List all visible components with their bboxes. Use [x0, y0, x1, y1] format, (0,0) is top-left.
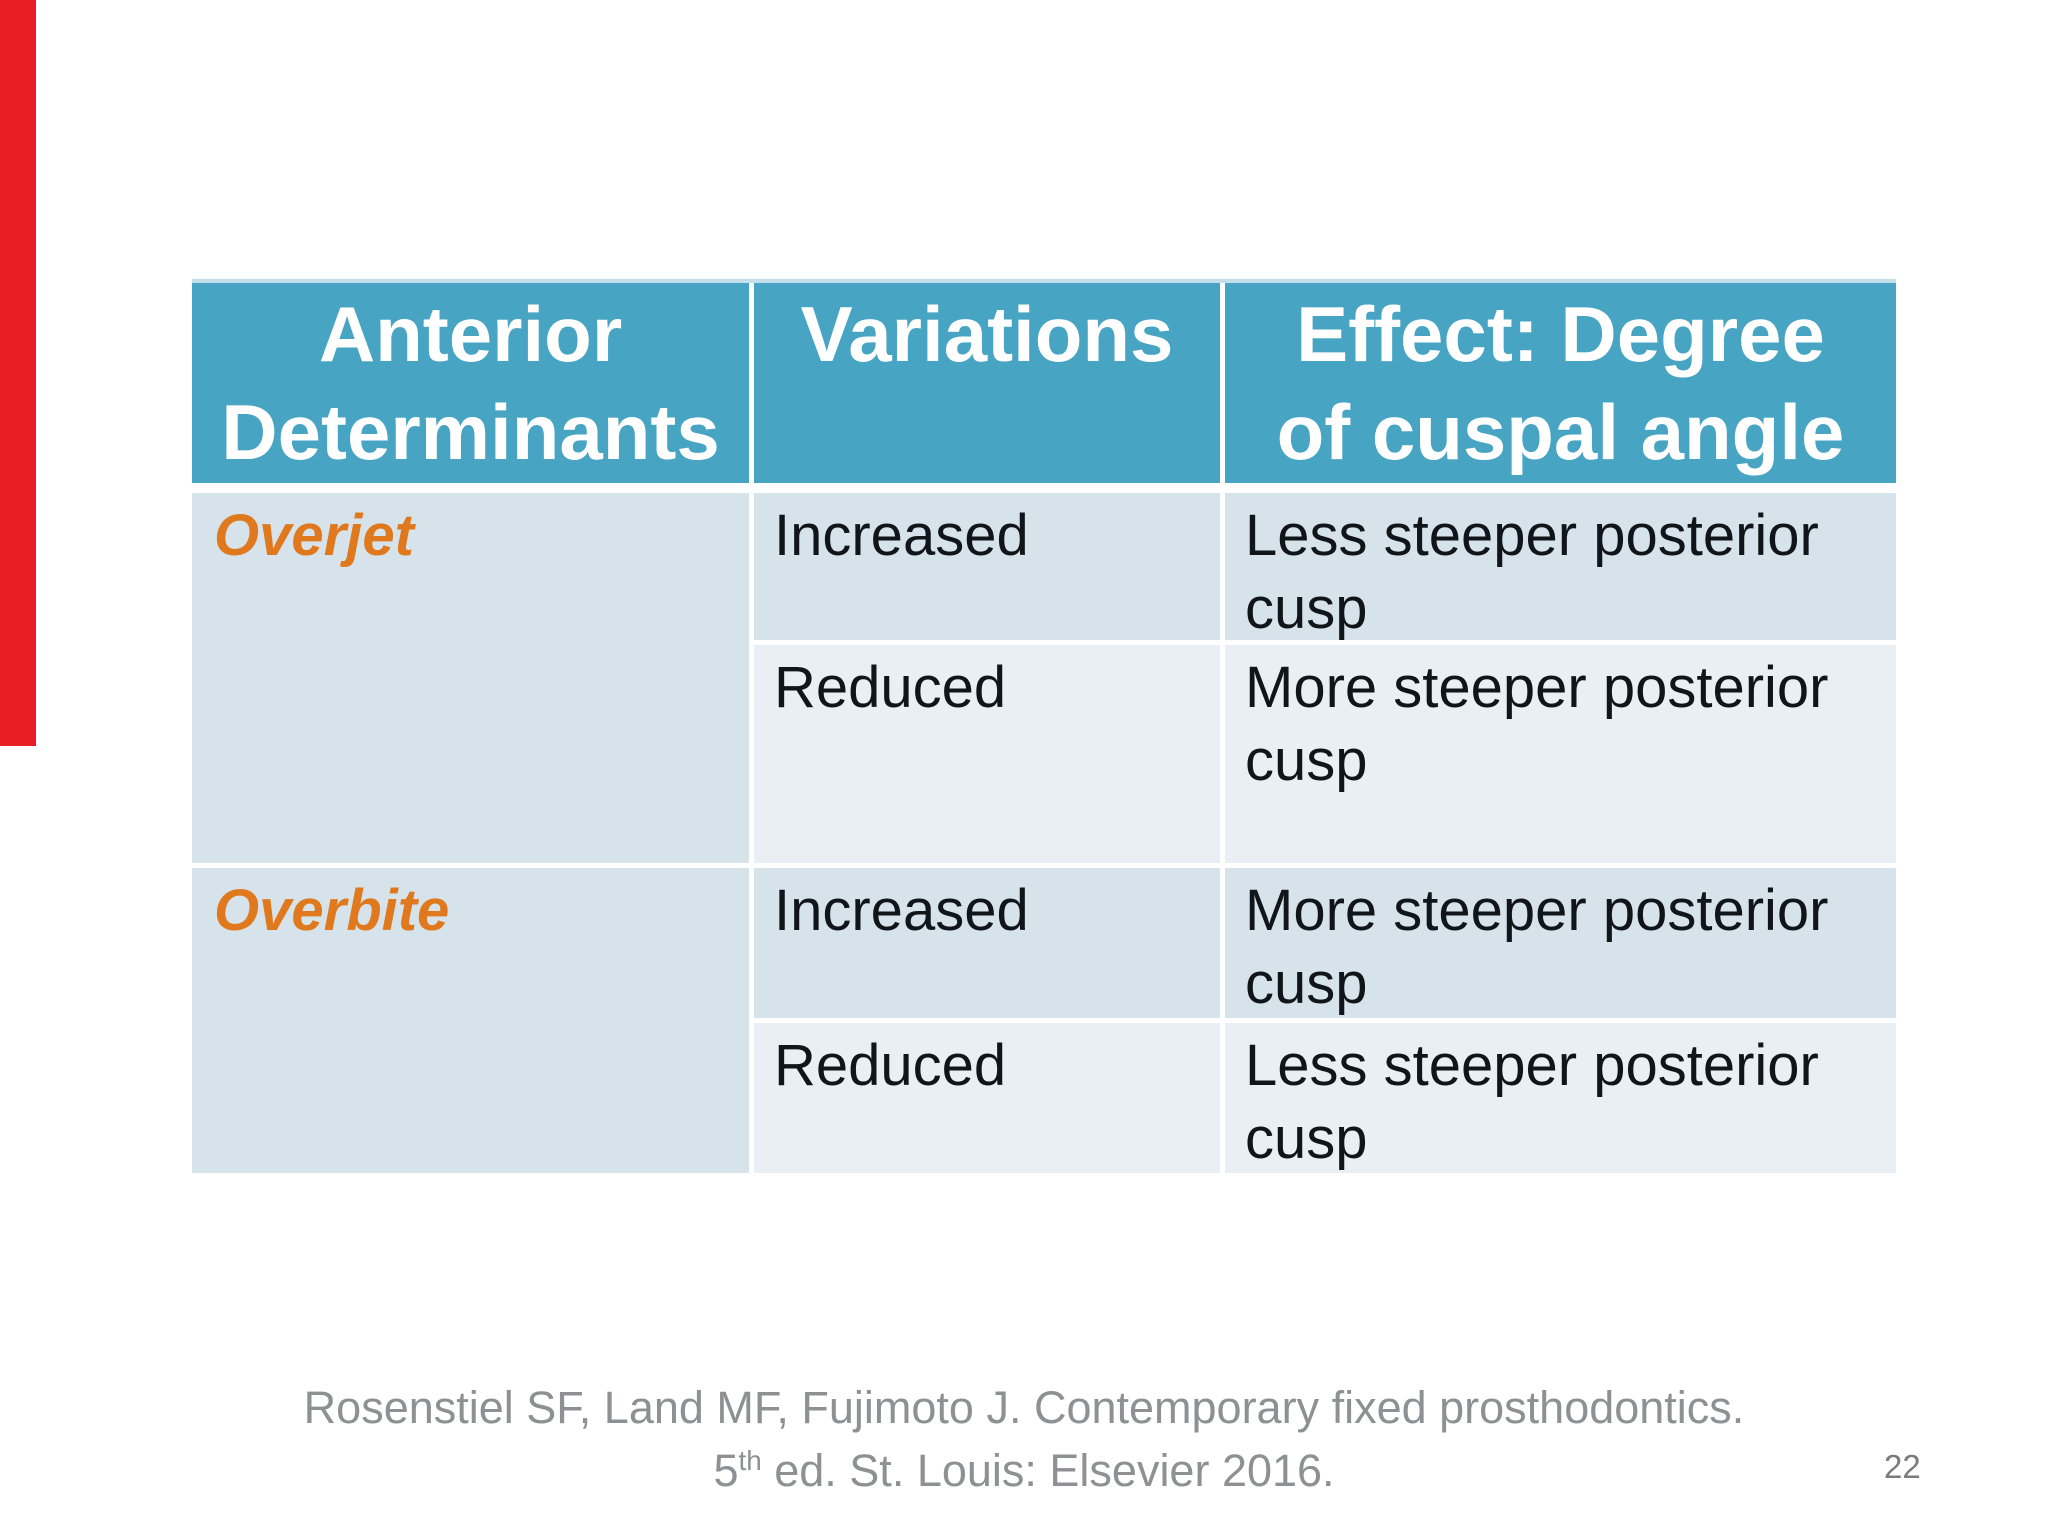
citation-line1: Rosenstiel SF, Land MF, Fujimoto J. Cont… — [303, 1382, 1745, 1433]
determinant-overjet: Overjet — [192, 493, 749, 863]
citation-superscript: th — [738, 1445, 762, 1476]
header-variations: Variations — [754, 283, 1220, 488]
header-effect: Effect: Degree of cuspal angle — [1225, 283, 1896, 488]
header-line: Anterior — [318, 290, 623, 378]
variation-cell: Increased — [754, 493, 1220, 640]
effect-cell: More steeper posterior cusp — [1225, 868, 1896, 1018]
variation-cell: Reduced — [754, 645, 1220, 863]
determinant-overbite: Overbite — [192, 868, 749, 1173]
effect-cell: Less steeper posterior cusp — [1225, 1023, 1896, 1173]
page-number: 22 — [1884, 1448, 1921, 1485]
header-anterior-determinants: Anterior Determinants — [192, 283, 749, 488]
header-line: Variations — [800, 290, 1174, 378]
citation: Rosenstiel SF, Land MF, Fujimoto J. Cont… — [0, 1376, 2048, 1502]
citation-line2: 5th ed. St. Louis: Elsevier 2016. — [713, 1445, 1335, 1496]
header-line: Determinants — [221, 388, 720, 477]
variation-cell: Increased — [754, 868, 1220, 1018]
effect-cell: More steeper posterior cusp — [1225, 645, 1896, 863]
header-line: Effect: Degree — [1296, 290, 1825, 378]
variation-cell: Reduced — [754, 1023, 1220, 1173]
determinants-table: Anterior Determinants Variations Effect:… — [192, 279, 1896, 1173]
red-accent-bar — [0, 0, 36, 746]
effect-cell: Less steeper posterior cusp — [1225, 493, 1896, 641]
header-line: of cuspal angle — [1276, 388, 1845, 477]
